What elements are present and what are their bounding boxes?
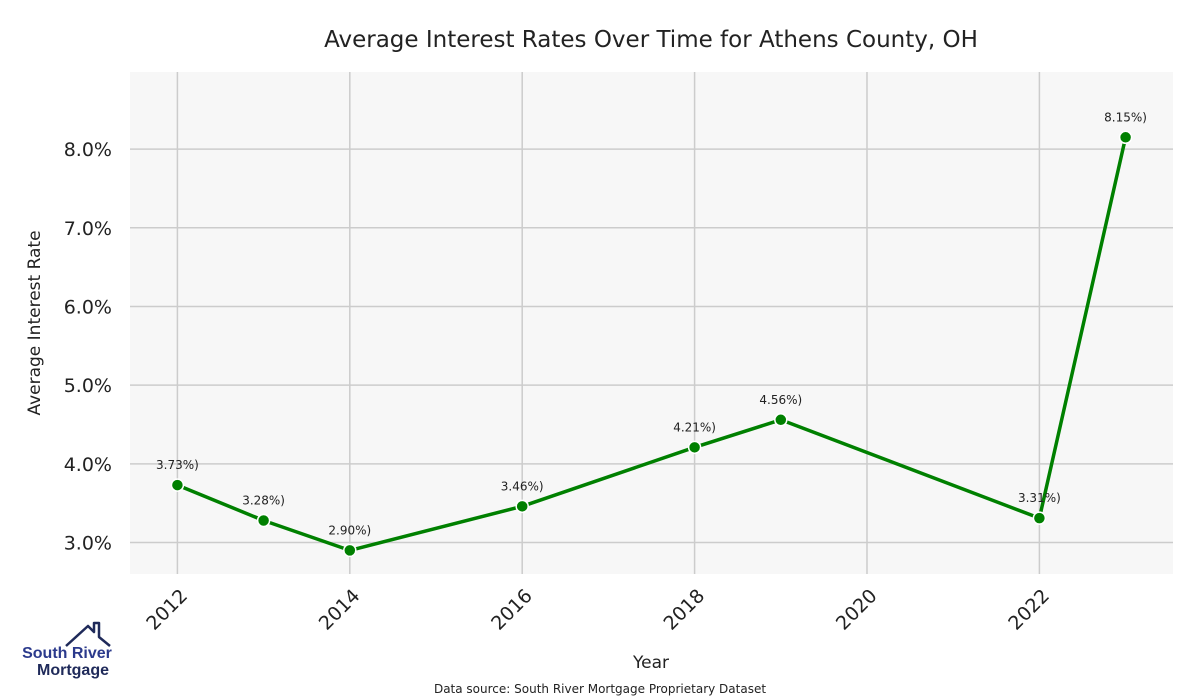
- x-tick-label: 2012: [142, 585, 192, 635]
- house-roof-icon: [65, 621, 111, 647]
- data-label: 2.90%): [328, 523, 371, 537]
- plot-background: [130, 72, 1173, 574]
- data-label: 8.15%): [1104, 110, 1147, 124]
- data-label: 3.28%): [242, 493, 285, 507]
- chart-title: Average Interest Rates Over Time for Ath…: [324, 27, 978, 53]
- data-labels: 3.73%) 3.28%) 2.90%) 3.46%) 4.21%) 4.56%) 3.31…: [156, 110, 1147, 537]
- y-axis-ticks: 3.0% 4.0% 5.0% 6.0% 7.0% 8.0%: [64, 139, 112, 554]
- x-tick-label: 2018: [659, 585, 709, 635]
- y-tick-label: 4.0%: [64, 454, 112, 476]
- x-tick-label: 2020: [832, 585, 882, 635]
- y-axis-label: Average Interest Rate: [25, 230, 45, 415]
- data-point: [170, 478, 185, 492]
- grid-lines: [130, 72, 1173, 574]
- data-point: [687, 440, 702, 455]
- x-tick-label: 2022: [1004, 585, 1054, 635]
- data-points: [170, 130, 1133, 558]
- logo-text-line1: South River: [22, 645, 112, 662]
- data-point: [256, 513, 271, 528]
- x-axis-label: Year: [632, 653, 669, 673]
- data-label: 3.46%): [501, 479, 544, 493]
- data-point: [343, 543, 357, 558]
- y-tick-label: 6.0%: [64, 296, 112, 318]
- data-label: 4.56%): [759, 393, 802, 407]
- data-point: [1118, 130, 1133, 145]
- source-note: Data source: South River Mortgage Propri…: [434, 682, 766, 696]
- data-point: [1032, 511, 1047, 525]
- series-line: [176, 136, 1128, 553]
- data-label: 4.21%): [673, 420, 716, 434]
- data-label: 3.73%): [156, 458, 199, 472]
- x-axis-ticks: 2012 2014 2016 2018 2020 2022: [142, 585, 1054, 635]
- logo-text-line2: Mortgage: [37, 662, 109, 679]
- x-tick-label: 2014: [315, 585, 365, 635]
- y-tick-label: 3.0%: [64, 533, 112, 555]
- company-logo: South River Mortgage: [22, 621, 112, 679]
- data-point: [515, 499, 529, 514]
- y-tick-label: 8.0%: [64, 139, 112, 161]
- x-tick-label: 2016: [487, 585, 537, 635]
- y-tick-label: 5.0%: [64, 375, 112, 397]
- data-label: 3.31%): [1018, 491, 1061, 505]
- y-tick-label: 7.0%: [64, 218, 112, 240]
- data-point: [774, 413, 788, 427]
